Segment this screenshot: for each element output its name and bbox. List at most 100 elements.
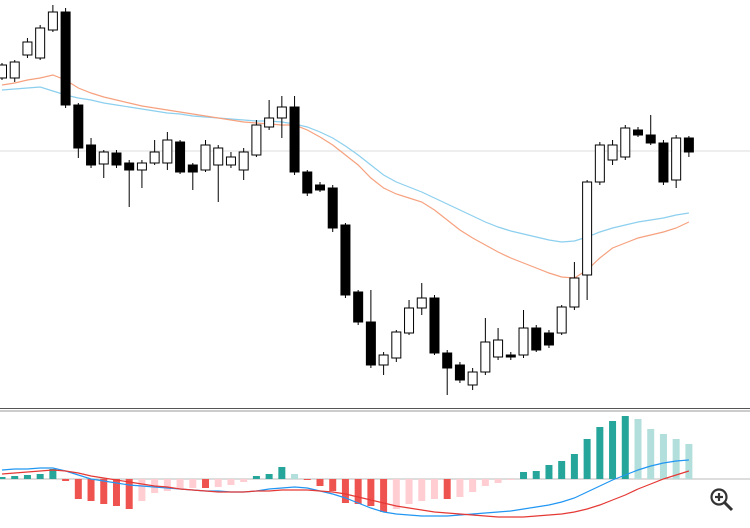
candle-body (111, 152, 122, 166)
candle-body (531, 327, 542, 351)
candle-body (289, 106, 300, 173)
histogram-bar (202, 479, 210, 488)
histogram-bar (380, 479, 388, 512)
candle-body (225, 156, 236, 166)
candle-body (683, 137, 694, 153)
histogram-bar (240, 479, 248, 482)
candle-body (493, 339, 504, 358)
candle-body (442, 352, 453, 369)
zoom-lens (710, 488, 728, 506)
histogram-bar (11, 476, 19, 479)
candle-body (60, 11, 71, 106)
candle-body (264, 117, 275, 128)
histogram-bar (672, 439, 680, 479)
candle-body (315, 184, 325, 191)
candle-body (149, 151, 160, 164)
histogram-bar (189, 479, 197, 488)
candle-body (175, 141, 186, 173)
candle-body (200, 144, 211, 171)
candle-body (633, 129, 643, 136)
zoom-handle (723, 501, 734, 512)
histogram-bar (163, 479, 171, 491)
histogram-bar (214, 479, 222, 487)
candle-body (86, 144, 97, 166)
histogram-bar (0, 477, 6, 479)
candle-body (518, 327, 529, 356)
candle-body (671, 137, 682, 181)
histogram-bar (634, 419, 642, 479)
candle-body (620, 127, 631, 158)
histogram-bar (62, 479, 70, 481)
candle-body (569, 277, 580, 308)
histogram-bar (100, 479, 108, 504)
candle-body (136, 162, 147, 171)
candle-body (556, 306, 567, 334)
zoom-icon[interactable] (710, 488, 734, 512)
candle-body (454, 364, 465, 381)
indicator-line (1, 469, 690, 518)
histogram-bar (36, 474, 44, 479)
candle-body (98, 151, 109, 165)
histogram-bar (456, 479, 464, 497)
candle-body (658, 142, 669, 183)
histogram-bar (507, 479, 515, 480)
histogram-bar (392, 479, 400, 509)
candle-body (505, 354, 516, 358)
histogram-bar (418, 479, 426, 501)
candle-body (302, 171, 313, 194)
histogram-bar (367, 479, 375, 506)
histogram-bar (596, 427, 604, 479)
candle-body (645, 134, 656, 144)
histogram-bar (405, 479, 413, 504)
candle-body (124, 162, 135, 171)
histogram-bar (316, 479, 324, 486)
histogram-bar (112, 479, 120, 506)
histogram-bar (291, 474, 299, 479)
histogram-bar (481, 479, 489, 486)
candle-body (543, 332, 554, 346)
candle-body (22, 41, 33, 56)
candle-body (9, 61, 20, 79)
histogram-bar (329, 479, 337, 491)
candle-body (353, 291, 364, 323)
candle-body (213, 147, 224, 166)
histogram-bar (265, 474, 273, 479)
candle-body (73, 104, 84, 149)
histogram-bar (354, 479, 362, 504)
candle-body (416, 297, 427, 309)
histogram-bar (609, 421, 617, 479)
candle-body (607, 144, 618, 161)
histogram-bar (87, 479, 95, 501)
candle-body (365, 321, 376, 366)
candle-body (238, 151, 249, 171)
histogram-bar (469, 479, 477, 492)
histogram-bar (430, 479, 438, 499)
candle-body (0, 64, 7, 79)
candle-body (187, 164, 198, 173)
candle-body (340, 224, 351, 296)
histogram-bar (621, 416, 629, 479)
histogram-bar (125, 479, 133, 509)
candle-body (582, 181, 593, 276)
candle-body (327, 187, 338, 229)
histogram-bar (303, 479, 311, 480)
candle-body (467, 371, 478, 386)
candle-body (429, 297, 440, 354)
histogram-bar (494, 479, 502, 483)
histogram-bar (583, 439, 591, 479)
candle-body (594, 144, 605, 183)
candle-body (35, 27, 46, 59)
histogram-bar (570, 454, 578, 479)
candle-body (391, 331, 402, 359)
candle-body (378, 354, 389, 366)
histogram-bar (443, 479, 451, 499)
histogram-bar (341, 479, 349, 503)
candle-body (47, 11, 58, 31)
indicator-line (1, 86, 689, 243)
indicator-line (1, 459, 689, 517)
candle-body (276, 106, 287, 119)
histogram-bar (49, 469, 57, 479)
histogram-bar (252, 476, 260, 479)
candle-body (251, 124, 262, 156)
